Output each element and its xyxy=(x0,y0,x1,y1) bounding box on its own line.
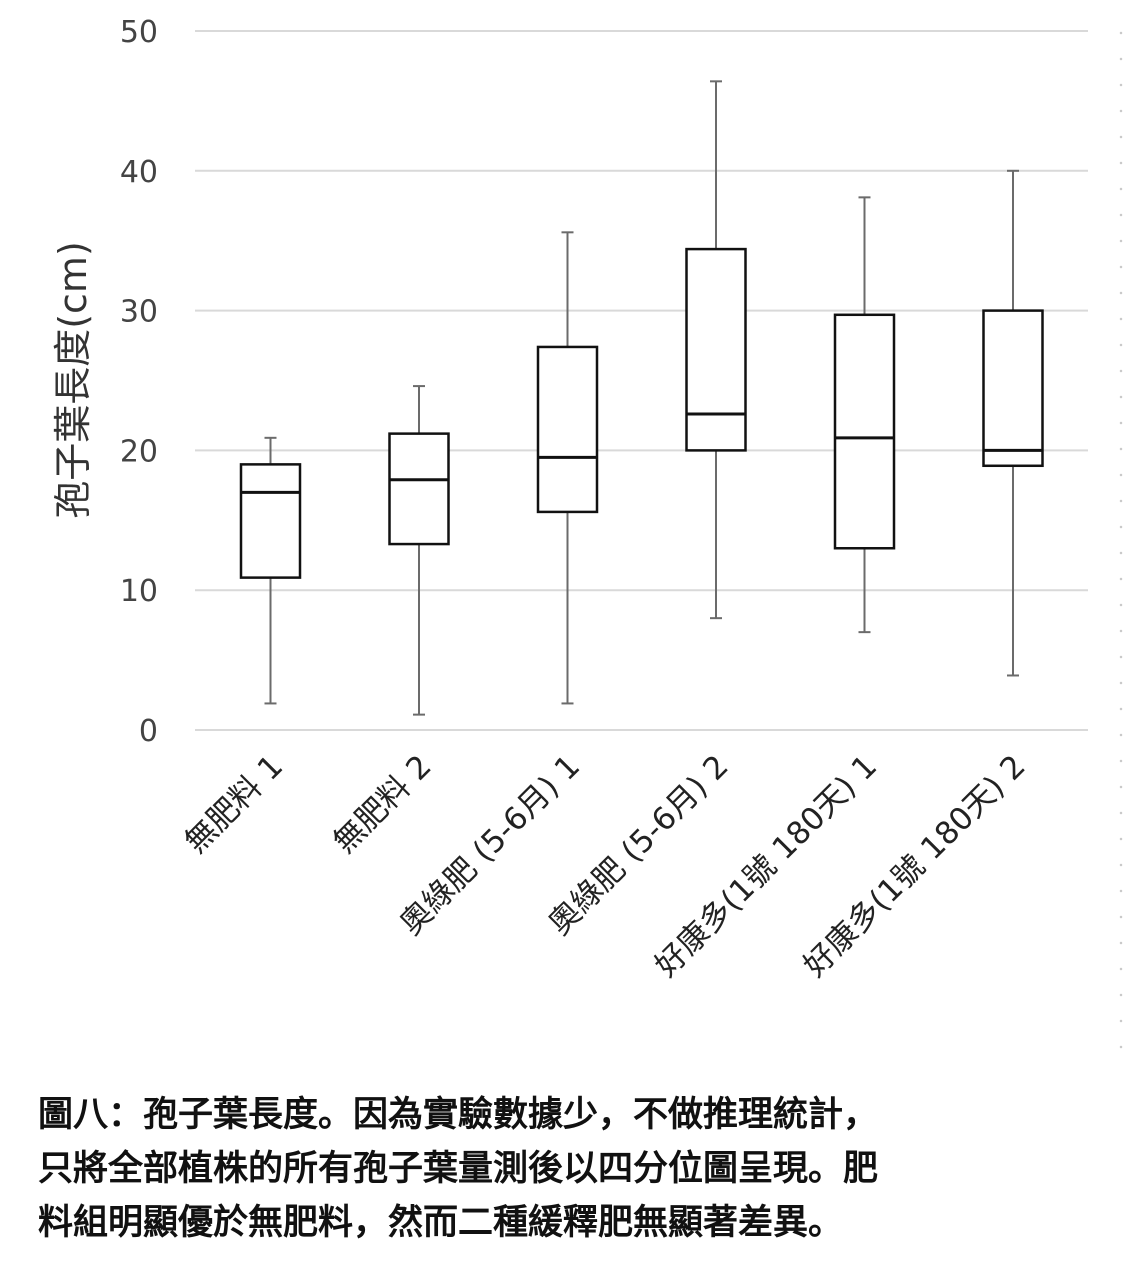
x-category-label-1: 無肥料 1 xyxy=(178,748,290,860)
y-axis-title: 孢子葉長度(cm) xyxy=(51,241,95,519)
iqr-box-5 xyxy=(833,313,896,550)
y-tick-label-5: 50 xyxy=(120,15,158,50)
box-3 xyxy=(536,231,599,705)
figure-caption: 圖八：孢子葉長度。因為實驗數據少，不做推理統計， 只將全部植株的所有孢子葉量測後… xyxy=(38,1088,1088,1250)
y-tick-label-1: 10 xyxy=(120,574,158,609)
gridlines xyxy=(195,30,1088,731)
iqr-box-6 xyxy=(982,309,1044,468)
box-6 xyxy=(982,169,1044,677)
x-category-label-2: 無肥料 2 xyxy=(327,748,439,860)
iqr-box-4 xyxy=(685,247,747,452)
box-1 xyxy=(239,436,302,705)
box-5 xyxy=(833,196,896,634)
caption-line-2: 只將全部植株的所有孢子葉量測後以四分位圖呈現。肥 xyxy=(38,1149,879,1189)
iqr-box-2 xyxy=(388,432,450,546)
y-axis-ticks: 0 10 20 30 40 50 xyxy=(120,15,158,749)
iqr-box-3 xyxy=(536,345,599,514)
box-2 xyxy=(388,385,450,716)
y-tick-label-2: 20 xyxy=(120,434,158,469)
y-tick-label-0: 0 xyxy=(139,714,158,749)
boxes xyxy=(239,80,1044,716)
y-tick-label-4: 40 xyxy=(120,155,158,190)
box-4 xyxy=(685,80,747,620)
edge-dotted-border xyxy=(1119,20,1123,1060)
iqr-box-1 xyxy=(239,463,302,579)
caption-line-1: 圖八：孢子葉長度。因為實驗數據少，不做推理統計， xyxy=(38,1095,879,1135)
y-tick-label-3: 30 xyxy=(120,295,158,330)
caption-line-3: 料組明顯優於無肥料，然而二種緩釋肥無顯著差異。 xyxy=(38,1203,844,1243)
